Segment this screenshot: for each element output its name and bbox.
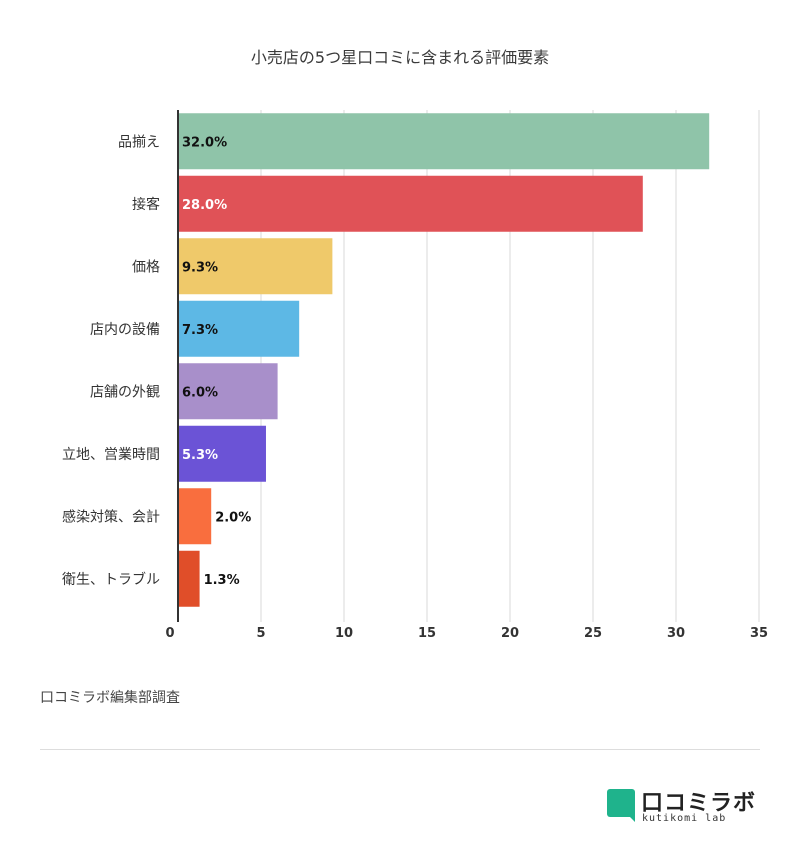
category-label: 品揃え [118, 134, 160, 150]
category-label: 接客 [132, 196, 160, 213]
category-label: 店舗の外観 [90, 383, 160, 400]
category-label: 店内の設備 [90, 322, 160, 338]
data-label: 28.0% [182, 198, 227, 213]
category-label: 価格 [132, 259, 160, 275]
speech-bubble-icon [607, 789, 635, 817]
bar [178, 113, 710, 170]
x-tick-label: 5 [256, 626, 265, 641]
data-label: 5.3% [182, 448, 218, 463]
bar [178, 363, 278, 420]
x-tick-label: 10 [335, 626, 353, 641]
chart-title: 小売店の5つ星口コミに含まれる評価要素 [250, 48, 550, 67]
data-label: 2.0% [215, 510, 251, 525]
logo-name: 口コミラボ [641, 791, 757, 816]
bar [178, 300, 300, 357]
x-tick-label: 30 [667, 626, 685, 641]
bar [178, 488, 212, 545]
category-label: 衛生、トラブル [62, 571, 160, 588]
x-tick-label: 20 [501, 626, 519, 641]
x-tick-label: 0 [165, 626, 174, 641]
source-note: 口コミラボ編集部調査 [40, 690, 180, 706]
x-tick-label: 15 [418, 626, 436, 641]
logo-subtitle: kutikomi lab [642, 813, 727, 824]
data-label: 9.3% [182, 260, 218, 275]
x-tick-label: 35 [750, 626, 768, 641]
data-label: 32.0% [182, 135, 227, 150]
bar [178, 175, 643, 232]
data-label: 6.0% [182, 385, 218, 400]
bar-chart: 0 5 10 15 20 25 30 35 品揃え 32.0% 接客 28.0% 価格 9.3% 店内の設備… [62, 110, 768, 641]
x-tick-label: 25 [584, 626, 602, 641]
data-label: 7.3% [182, 323, 218, 338]
bar [178, 238, 333, 295]
category-label: 立地、営業時間 [62, 447, 160, 463]
category-label: 感染対策、会計 [62, 508, 160, 525]
data-label: 1.3% [204, 573, 240, 588]
bar [178, 550, 200, 607]
divider [40, 749, 760, 750]
speech-bubble-tail [626, 813, 635, 822]
bar [178, 425, 266, 482]
